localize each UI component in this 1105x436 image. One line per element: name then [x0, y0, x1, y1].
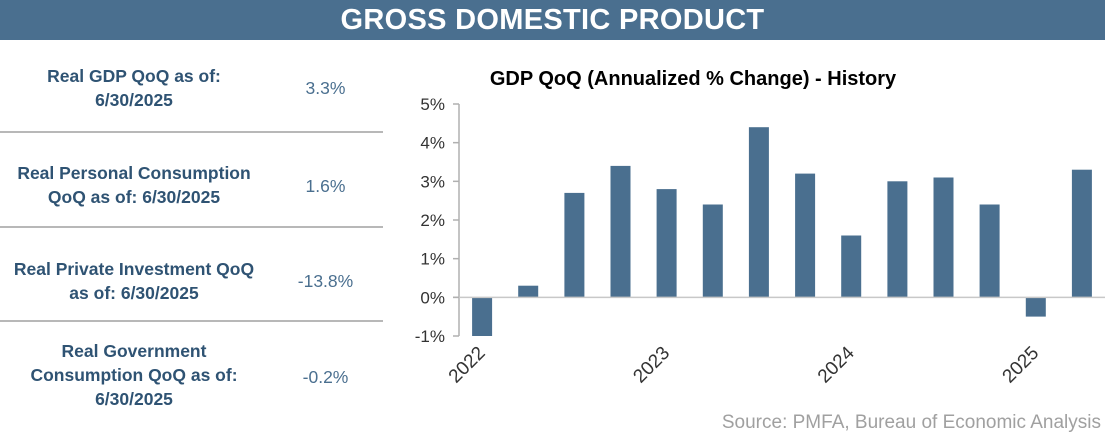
- y-tick-label: 4%: [420, 134, 445, 153]
- metric-label-line: Real Private Investment QoQ: [13, 259, 255, 279]
- bar-2025-q2: [1071, 169, 1092, 298]
- y-tick-label: -1%: [415, 327, 445, 346]
- page-banner: GROSS DOMESTIC PRODUCT: [0, 0, 1105, 40]
- x-tick-label-2023: 2023: [629, 343, 674, 388]
- metric-label-investment: Real Private Investment QoQ as of: 6/30/…: [0, 257, 268, 305]
- bar-2022-q3: [564, 192, 585, 298]
- chart-svg: -1% 0% 1% 2% 3% 4% 5% 2022 2023 2024 2025: [415, 95, 1105, 388]
- bar-2025-q1: [1025, 297, 1046, 317]
- bar-2023-q2: [702, 204, 723, 298]
- metric-label-government: Real Government Consumption QoQ as of: 6…: [0, 339, 268, 411]
- bar-2024-q4: [979, 204, 1000, 298]
- chart-title: GDP QoQ (Annualized % Change) - History: [489, 68, 897, 90]
- x-tick-label-2025: 2025: [999, 343, 1044, 388]
- y-tick-label: 0%: [420, 288, 445, 307]
- y-tick-label: 1%: [420, 250, 445, 269]
- y-tick-label: 5%: [420, 95, 445, 114]
- metric-divider: [0, 131, 383, 133]
- metric-value-gdp: 3.3%: [305, 78, 346, 98]
- metric-label-line: QoQ as of: 6/30/2025: [47, 187, 221, 207]
- metric-label-consumption: Real Personal Consumption QoQ as of: 6/3…: [0, 161, 268, 209]
- metric-label-line: as of: 6/30/2025: [69, 283, 199, 303]
- bar-2022-q2: [518, 285, 539, 298]
- banner-title: GROSS DOMESTIC PRODUCT: [340, 4, 765, 36]
- metric-label-line: Real Personal Consumption: [17, 163, 251, 183]
- bar-2024-q1: [841, 235, 862, 298]
- metric-value-investment: -13.8%: [297, 271, 354, 291]
- gdp-chart: GDP QoQ (Annualized % Change) - History …: [383, 40, 1105, 436]
- metrics-panel: Real GDP QoQ as of: 6/30/2025 3.3% Real …: [0, 40, 383, 420]
- x-tick-label-2022: 2022: [445, 343, 490, 388]
- metric-divider: [0, 226, 383, 228]
- metric-label-line: Consumption QoQ as of:: [30, 365, 238, 385]
- bar-2023-q3: [748, 127, 769, 298]
- bar-2024-q2: [887, 181, 908, 298]
- metric-value-consumption: 1.6%: [305, 176, 346, 196]
- y-tick-label: 3%: [420, 172, 445, 191]
- metric-label-gdp: Real GDP QoQ as of: 6/30/2025: [0, 64, 268, 112]
- bar-2024-q3: [933, 177, 954, 298]
- metric-label-line: Real Government: [61, 341, 207, 361]
- bar-2022-q1: [472, 297, 493, 336]
- x-tick-label-2024: 2024: [814, 342, 859, 387]
- bar-2023-q4: [795, 173, 816, 298]
- metric-divider: [0, 320, 383, 322]
- bar-2022-q4: [610, 165, 631, 298]
- metric-value-government: -0.2%: [302, 367, 349, 387]
- metric-label-line: 6/30/2025: [95, 389, 173, 409]
- metric-label-line: 6/30/2025: [95, 90, 173, 110]
- source-note: Source: PMFA, Bureau of Economic Analysi…: [721, 412, 1101, 433]
- metric-label-line: Real GDP QoQ as of:: [47, 66, 221, 86]
- y-tick-label: 2%: [420, 211, 445, 230]
- bar-2023-q1: [656, 189, 677, 298]
